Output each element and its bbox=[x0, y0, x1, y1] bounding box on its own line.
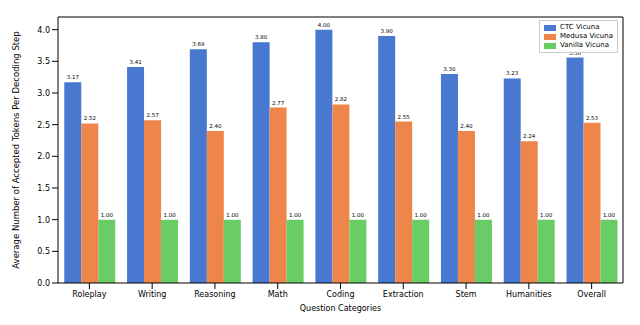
svg-text:0.5: 0.5 bbox=[37, 247, 50, 256]
svg-text:1.0: 1.0 bbox=[37, 216, 50, 225]
svg-text:4.00: 4.00 bbox=[318, 22, 331, 28]
svg-text:1.00: 1.00 bbox=[101, 212, 114, 218]
svg-text:Math: Math bbox=[268, 290, 288, 299]
svg-text:Roleplay: Roleplay bbox=[72, 290, 106, 299]
svg-text:3.69: 3.69 bbox=[192, 41, 205, 47]
svg-text:3.23: 3.23 bbox=[506, 70, 519, 76]
svg-text:Humanities: Humanities bbox=[506, 290, 552, 299]
svg-text:Writing: Writing bbox=[138, 290, 167, 299]
svg-text:4.0: 4.0 bbox=[37, 26, 50, 35]
svg-text:3.30: 3.30 bbox=[443, 66, 456, 72]
svg-text:2.57: 2.57 bbox=[146, 112, 159, 118]
svg-text:2.55: 2.55 bbox=[398, 114, 411, 120]
svg-text:2.82: 2.82 bbox=[335, 96, 347, 102]
svg-text:2.5: 2.5 bbox=[37, 121, 50, 130]
svg-text:3.90: 3.90 bbox=[381, 28, 394, 34]
svg-text:0.0: 0.0 bbox=[37, 279, 50, 288]
svg-text:1.5: 1.5 bbox=[37, 184, 50, 193]
svg-text:2.77: 2.77 bbox=[272, 100, 285, 106]
svg-text:3.5: 3.5 bbox=[37, 57, 50, 66]
svg-text:1.00: 1.00 bbox=[289, 212, 302, 218]
svg-text:Reasoning: Reasoning bbox=[194, 290, 236, 299]
svg-text:3.80: 3.80 bbox=[255, 34, 268, 40]
html-text:Vanilla Vicuna: Vanilla Vicuna bbox=[560, 41, 609, 49]
svg-text:Average Number of Accepted Tok: Average Number of Accepted Tokens Per De… bbox=[11, 31, 21, 268]
svg-text:3.17: 3.17 bbox=[67, 74, 80, 80]
svg-text:2.0: 2.0 bbox=[37, 152, 50, 161]
html-text:Medusa Vicuna: Medusa Vicuna bbox=[560, 32, 613, 40]
svg-text:1.00: 1.00 bbox=[352, 212, 365, 218]
svg-text:2.53: 2.53 bbox=[586, 115, 599, 121]
svg-text:1.00: 1.00 bbox=[415, 212, 428, 218]
svg-text:Question Categories: Question Categories bbox=[300, 304, 381, 313]
svg-text:2.52: 2.52 bbox=[84, 115, 96, 121]
svg-text:Extraction: Extraction bbox=[383, 290, 424, 299]
svg-text:3.41: 3.41 bbox=[129, 59, 141, 65]
svg-text:2.40: 2.40 bbox=[460, 123, 473, 129]
svg-text:Coding: Coding bbox=[327, 290, 355, 299]
svg-text:2.24: 2.24 bbox=[523, 133, 536, 139]
svg-text:1.00: 1.00 bbox=[540, 212, 553, 218]
svg-text:Overall: Overall bbox=[577, 290, 606, 299]
svg-text:1.00: 1.00 bbox=[226, 212, 239, 218]
svg-text:1.00: 1.00 bbox=[603, 212, 616, 218]
svg-text:1.00: 1.00 bbox=[477, 212, 490, 218]
svg-text:3.0: 3.0 bbox=[37, 89, 50, 98]
svg-text:1.00: 1.00 bbox=[163, 212, 176, 218]
html-text:CTC Vicuna: CTC Vicuna bbox=[560, 23, 600, 31]
svg-text:2.40: 2.40 bbox=[209, 123, 222, 129]
svg-text:Stem: Stem bbox=[456, 290, 477, 299]
